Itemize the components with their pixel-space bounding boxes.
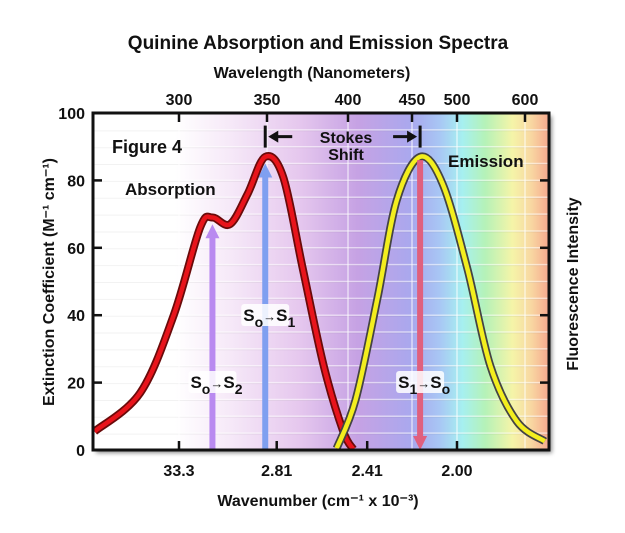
- y-tick-label: 20: [67, 376, 85, 393]
- s0-s1-label-part: S: [276, 306, 287, 325]
- bottom-tick-label: 33.3: [163, 463, 194, 480]
- y-axis-label: Extinction Coefficient (M⁻¹ cm⁻¹): [41, 158, 58, 406]
- s0-s1-label-bg: [241, 304, 290, 326]
- axes: 300 350 400 450 500 600 33.3 2.81 2.41 2.00 0 20 40 6…: [58, 92, 549, 480]
- s1-s0-label-bg: [396, 371, 445, 393]
- s1-s0-label-part: S: [398, 373, 409, 392]
- top-tick-label: 600: [512, 92, 539, 109]
- s1-s0-label-part: →: [417, 376, 430, 391]
- y-tick-label: 80: [67, 173, 85, 190]
- series-group: [93, 152, 548, 450]
- plot-frame: [91, 111, 551, 452]
- stokes-label-2: Shift: [328, 147, 364, 164]
- top-tick-label: 350: [254, 92, 281, 109]
- absorption-label: Absorption: [125, 180, 216, 199]
- s0-s1-arrow-head: [258, 163, 273, 178]
- bottom-tick-label: 2.41: [352, 463, 383, 480]
- s0-s2-label-part: S: [190, 373, 201, 392]
- s0-s2-label-part: o: [202, 381, 211, 397]
- s1-s0-label-part: 1: [409, 381, 417, 397]
- s1-s0-label-part: o: [442, 381, 451, 397]
- emission-curve: [334, 154, 547, 450]
- s0-s2-label-part: →: [210, 376, 223, 391]
- s0-s1-label-part: S: [243, 306, 254, 325]
- s0-s2-label-bg: [188, 371, 237, 393]
- y-tick-label: 100: [58, 106, 85, 123]
- bottom-tick-label: 2.81: [261, 463, 292, 480]
- bottom-tick-label: 2.00: [441, 463, 472, 480]
- top-tick-label: 400: [335, 92, 362, 109]
- s0-s2-label-part: S: [223, 373, 234, 392]
- y-tick-label: 0: [76, 443, 85, 460]
- s0-s2-label-part: 2: [235, 381, 243, 397]
- stokes-arrow-right-head: [407, 130, 418, 143]
- s0-s1-label: So→S1: [243, 306, 295, 330]
- emission-label: Emission: [448, 152, 524, 171]
- top-tick-label: 450: [399, 92, 426, 109]
- y-tick-label: 40: [67, 308, 85, 325]
- grid: [93, 113, 549, 450]
- s0-s2-arrow-head: [205, 224, 220, 239]
- top-axis-label: Wavelength (Nanometers): [214, 65, 411, 82]
- s1-s0-arrow-head: [413, 436, 428, 450]
- chart-title: Quinine Absorption and Emission Spectra: [128, 33, 509, 54]
- figure-label: Figure 4: [112, 137, 182, 157]
- top-tick-label: 500: [444, 92, 471, 109]
- s1-s0-label-part: S: [430, 373, 441, 392]
- s0-s2-label: So→S2: [190, 373, 242, 397]
- stokes-label-1: Stokes: [320, 130, 373, 147]
- absorption-curve: [93, 153, 356, 450]
- s0-s1-label-part: →: [263, 309, 276, 324]
- marks: [93, 152, 548, 450]
- s0-s1-label-part: 1: [287, 314, 295, 330]
- y-tick-label: 60: [67, 241, 85, 258]
- stokes-arrow-left-head: [268, 130, 279, 143]
- bottom-axis-label: Wavenumber (cm⁻¹ x 10⁻³): [217, 493, 418, 510]
- y2-axis-label: Fluorescence Intensity: [565, 197, 582, 370]
- s0-s1-label-part: o: [255, 314, 264, 330]
- s1-s0-label: S1→So: [398, 373, 450, 397]
- top-tick-label: 300: [166, 92, 193, 109]
